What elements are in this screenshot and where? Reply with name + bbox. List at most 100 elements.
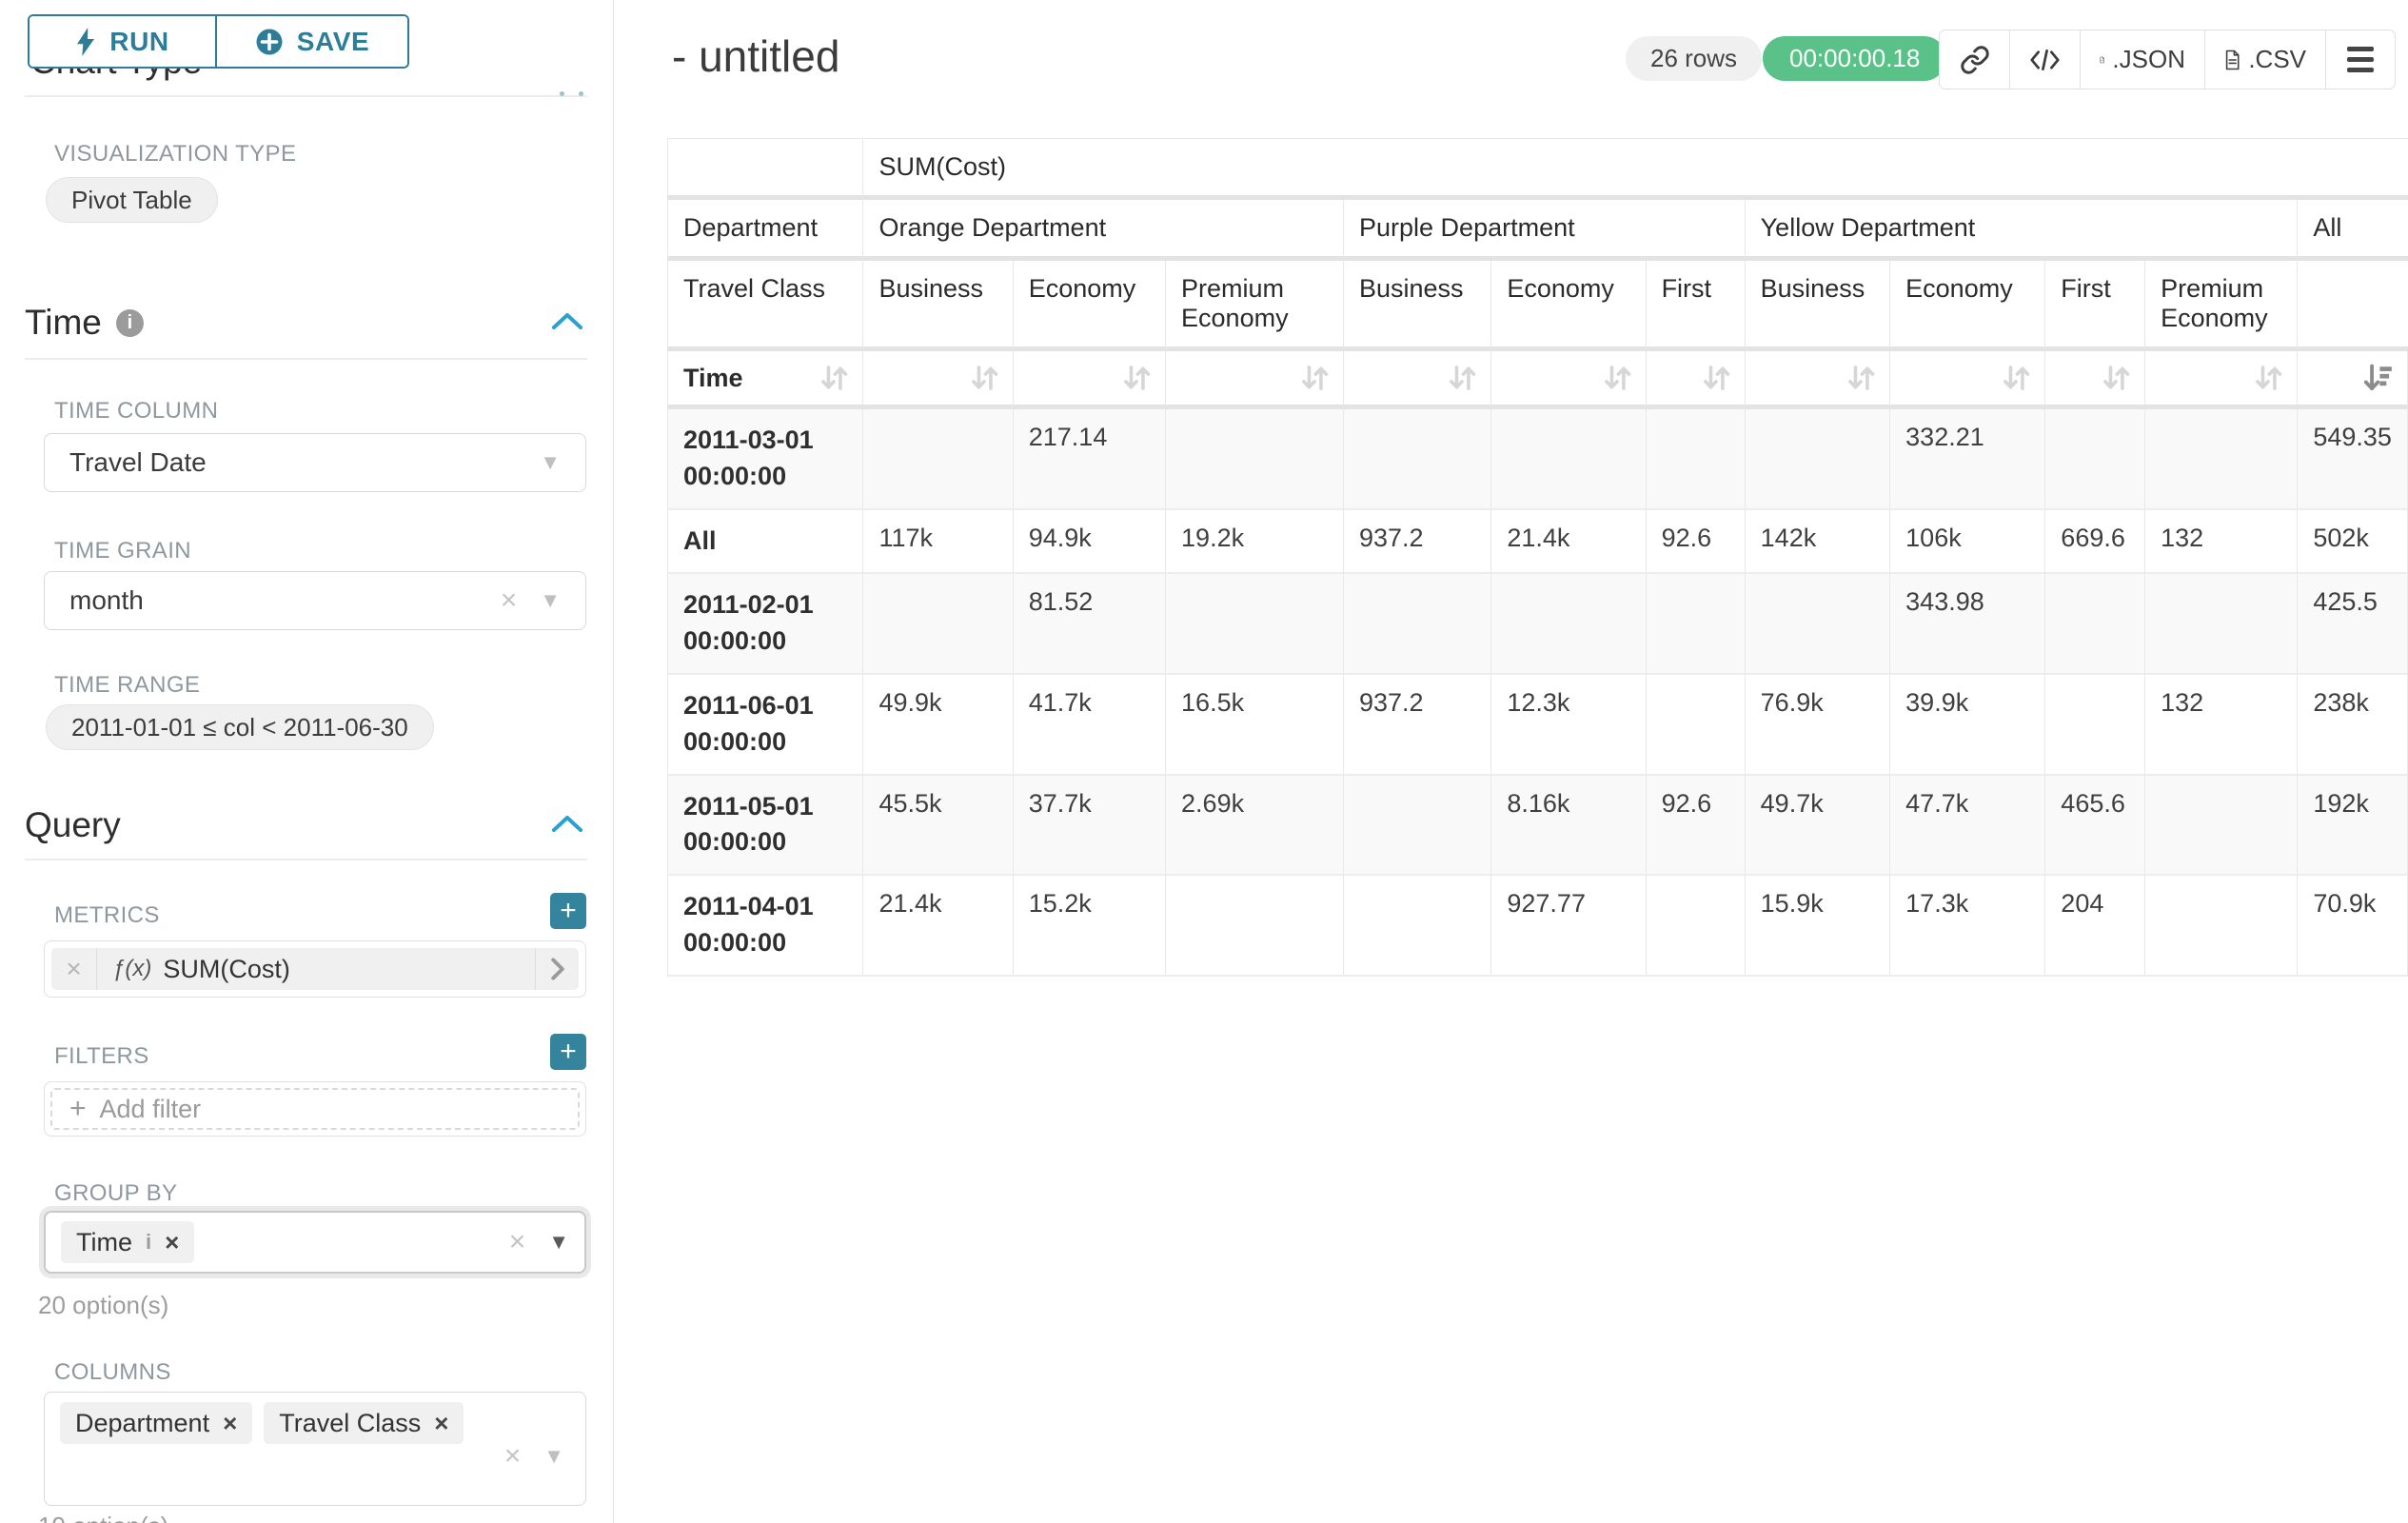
control-panel-sidebar: Chart Type RUN SAVE VISUALIZATION TYPE P… [0, 0, 614, 1523]
value-cell: 106k [1889, 509, 2045, 575]
value-cell: 21.4k [862, 876, 1013, 977]
add-filter-button[interactable]: + Add filter [50, 1088, 580, 1130]
fx-icon: ƒ(x) [112, 956, 152, 981]
value-cell [1744, 574, 1890, 675]
time-column-select[interactable]: Travel Date ▼ [44, 433, 586, 492]
csv-label: .CSV [2248, 45, 2306, 73]
travel-class-axis-label: Travel Class [667, 261, 863, 351]
clear-icon[interactable]: × [500, 584, 518, 616]
column-sort-header[interactable] [2044, 351, 2145, 409]
chevron-right-icon[interactable] [535, 948, 579, 990]
value-cell: 92.6 [1645, 775, 1745, 877]
time-range-label: TIME RANGE [54, 672, 201, 698]
tag-label: Time [76, 1227, 132, 1256]
value-cell: 132 [2144, 509, 2298, 575]
time-column-value: Travel Date [69, 447, 207, 477]
caret-down-icon: ▼ [540, 450, 561, 474]
travel-class-cell [2297, 261, 2408, 351]
metric-pill[interactable]: × ƒ(x) SUM(Cost) [51, 948, 579, 990]
travel-class-cell: First [2044, 261, 2145, 351]
value-cell [1165, 876, 1343, 977]
columns-tags: Department × Travel Class × [60, 1402, 475, 1444]
value-cell: 70.9k [2297, 876, 2408, 977]
collapse-chevron-icon[interactable] [550, 309, 584, 332]
remove-metric-icon[interactable]: × [51, 948, 97, 990]
row-label-cell: 2011-06-01 00:00:00 [667, 674, 863, 776]
clear-icon[interactable]: × [503, 1440, 522, 1472]
column-sort-header-active[interactable] [2297, 351, 2408, 409]
clear-icon[interactable]: × [508, 1226, 526, 1257]
query-section-label: Query [25, 805, 121, 844]
time-sort-header[interactable]: Time [667, 351, 863, 409]
value-cell [862, 409, 1013, 510]
chart-title[interactable]: - untitled [672, 31, 840, 81]
value-cell [1343, 876, 1491, 977]
value-cell: 41.7k [1012, 674, 1166, 776]
json-file-icon [2100, 56, 2104, 63]
select-tag[interactable]: Time i × [61, 1221, 195, 1263]
value-cell: 16.5k [1165, 674, 1343, 776]
group-by-label: GROUP BY [54, 1180, 178, 1206]
column-sort-header[interactable] [2144, 351, 2298, 409]
section-divider [25, 358, 587, 360]
run-button[interactable]: RUN [30, 16, 217, 67]
column-sort-header[interactable] [1490, 351, 1646, 409]
info-icon[interactable]: i [115, 308, 144, 337]
column-sort-header[interactable] [862, 351, 1013, 409]
value-cell [1343, 574, 1491, 675]
value-cell: 21.4k [1490, 509, 1646, 575]
value-cell: 76.9k [1744, 674, 1890, 776]
group-by-select[interactable]: Time i × × ▼ [44, 1211, 586, 1274]
time-range-pill[interactable]: 2011-01-01 ≤ col < 2011-06-30 [46, 704, 434, 750]
collapse-chevron-icon[interactable] [550, 812, 584, 835]
value-cell: 117k [862, 509, 1013, 575]
json-label: .JSON [2112, 45, 2185, 73]
columns-select[interactable]: Department × Travel Class × × ▼ [44, 1392, 586, 1506]
value-cell [1343, 775, 1491, 877]
visualization-type-pill[interactable]: Pivot Table [46, 177, 218, 223]
view-query-button[interactable] [2010, 30, 2081, 89]
value-cell [2144, 409, 2298, 510]
column-sort-header[interactable] [1645, 351, 1745, 409]
save-button[interactable]: SAVE [217, 16, 407, 67]
value-cell: 2.69k [1165, 775, 1343, 877]
value-cell: 669.6 [2044, 509, 2145, 575]
value-cell: 502k [2297, 509, 2408, 575]
column-sort-header[interactable] [1889, 351, 2045, 409]
column-sort-header[interactable] [1012, 351, 1166, 409]
export-csv-button[interactable]: .CSV [2205, 30, 2326, 89]
value-cell: 49.9k [862, 674, 1013, 776]
remove-tag-icon[interactable]: × [434, 1408, 449, 1437]
section-divider [25, 859, 587, 860]
value-cell [1645, 409, 1745, 510]
add-metric-button[interactable]: + [550, 893, 586, 929]
info-icon[interactable]: i [146, 1230, 152, 1254]
remove-tag-icon[interactable]: × [223, 1408, 238, 1437]
row-label-cell: All [667, 509, 863, 575]
row-label-cell: 2011-05-01 00:00:00 [667, 775, 863, 877]
department-group-cell: All [2297, 200, 2408, 261]
share-link-button[interactable] [1940, 30, 2010, 89]
select-tag[interactable]: Travel Class × [264, 1402, 464, 1444]
add-filter-plus-button[interactable]: + [550, 1034, 586, 1070]
value-cell: 217.14 [1012, 409, 1166, 510]
visualization-type-label: VISUALIZATION TYPE [54, 141, 297, 167]
select-tag[interactable]: Department × [60, 1402, 253, 1444]
travel-class-cell: Premium Economy [2144, 261, 2298, 351]
export-button-group: .JSON .CSV [1939, 30, 2396, 89]
remove-tag-icon[interactable]: × [165, 1227, 180, 1256]
time-grain-select[interactable]: month × ▼ [44, 571, 586, 630]
value-cell [1165, 409, 1343, 510]
drag-handle-dot [560, 91, 564, 96]
column-sort-header[interactable] [1343, 351, 1491, 409]
export-json-button[interactable]: .JSON [2081, 30, 2205, 89]
column-sort-header[interactable] [1165, 351, 1343, 409]
plus-icon: + [69, 1093, 87, 1124]
more-menu-button[interactable] [2326, 30, 2395, 89]
tag-label: Department [75, 1408, 210, 1437]
travel-class-cell: First [1645, 261, 1745, 351]
value-cell: 19.2k [1165, 509, 1343, 575]
column-sort-header[interactable] [1744, 351, 1890, 409]
pivot-table-panel: SUM(Cost) Department Orange Department Purp… [667, 138, 2408, 977]
csv-file-icon [2225, 49, 2240, 69]
